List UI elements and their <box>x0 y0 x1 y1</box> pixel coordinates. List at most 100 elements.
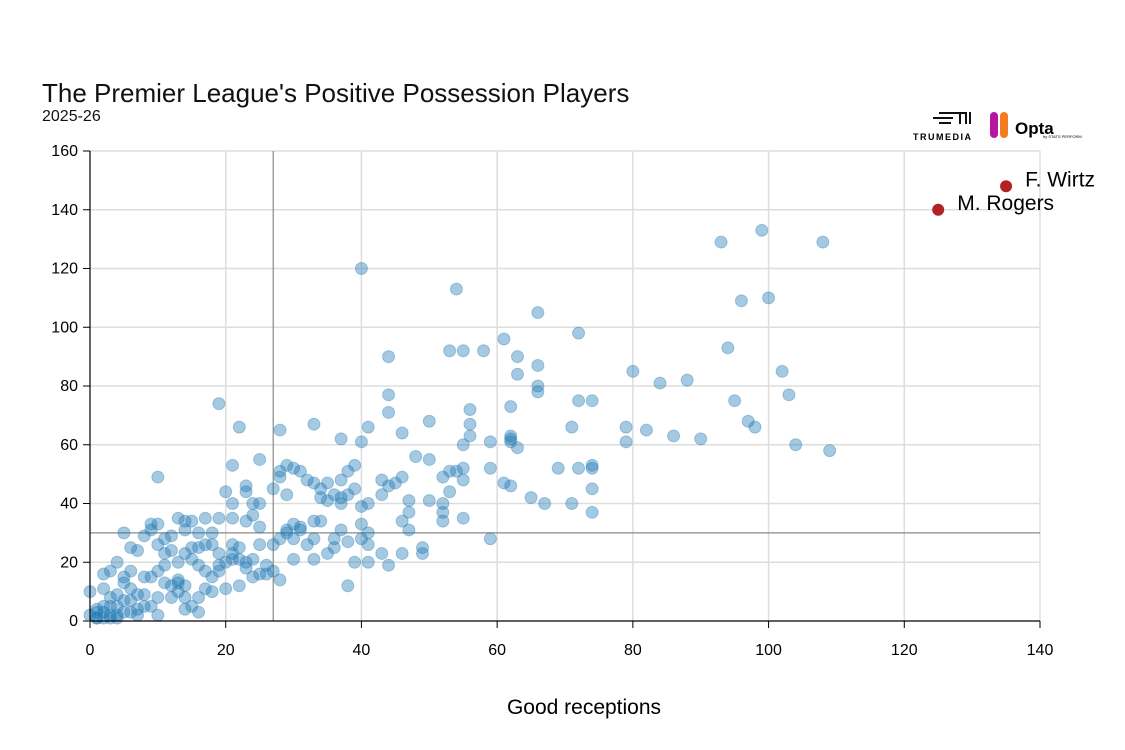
data-point <box>449 282 463 296</box>
data-point <box>395 514 409 528</box>
data-point <box>531 385 545 399</box>
data-point <box>117 593 131 607</box>
logos: TRUMEDIA Opta by STATS PERFORM <box>905 108 1105 148</box>
data-point <box>361 538 375 552</box>
opta-logo-subtext: by STATS PERFORM <box>1043 134 1082 139</box>
data-point <box>334 491 348 505</box>
data-point <box>483 461 497 475</box>
data-point <box>443 344 457 358</box>
data-point <box>198 582 212 596</box>
data-point <box>504 479 518 493</box>
data-point <box>382 350 396 364</box>
data-point <box>239 555 253 569</box>
data-point <box>212 564 226 578</box>
data-point <box>307 476 321 490</box>
data-point <box>239 479 253 493</box>
data-point <box>388 476 402 490</box>
data-point <box>341 579 355 593</box>
data-point <box>361 420 375 434</box>
data-point <box>158 546 172 560</box>
data-point <box>164 544 178 557</box>
data-point <box>212 546 226 560</box>
data-point <box>144 523 158 537</box>
data-point <box>266 538 280 552</box>
data-point <box>103 564 117 578</box>
data-point <box>680 373 694 387</box>
data-point <box>219 582 233 596</box>
data-point <box>246 570 260 584</box>
data-point <box>219 485 233 499</box>
data-point <box>348 482 362 496</box>
opta-logo: Opta by STATS PERFORM <box>990 112 1082 139</box>
data-point <box>117 526 131 540</box>
data-point <box>422 494 436 508</box>
data-point <box>144 570 158 584</box>
data-point <box>178 591 192 604</box>
data-point <box>212 397 226 411</box>
data-point <box>287 552 301 566</box>
data-point <box>497 476 511 490</box>
y-tick-label: 80 <box>60 378 78 395</box>
data-point <box>327 541 341 555</box>
data-point <box>375 473 389 487</box>
data-point <box>192 558 206 572</box>
y-tick-label: 140 <box>51 202 78 219</box>
data-point <box>456 438 470 452</box>
data-point <box>416 541 429 555</box>
data-point <box>232 579 246 593</box>
data-point <box>572 394 586 408</box>
data-point <box>137 599 151 613</box>
data-point <box>416 546 429 560</box>
data-point <box>354 532 368 546</box>
data-point <box>124 593 138 607</box>
data-point <box>280 526 294 540</box>
data-point <box>775 364 789 378</box>
data-point <box>226 552 239 566</box>
data-point <box>226 538 239 552</box>
data-point <box>361 497 375 510</box>
data-point <box>280 458 294 472</box>
data-point <box>382 558 396 572</box>
data-point <box>259 558 273 572</box>
data-point <box>246 552 260 566</box>
data-point <box>124 605 138 619</box>
data-point <box>823 444 837 458</box>
data-point <box>266 564 280 578</box>
chart-title: The Premier League's Positive Possession… <box>42 78 630 108</box>
data-point <box>585 482 599 496</box>
data-point <box>239 561 253 575</box>
data-point <box>110 599 124 613</box>
data-point <box>314 482 328 496</box>
data-point <box>293 464 307 478</box>
data-point <box>565 497 579 510</box>
x-tick-label: 40 <box>353 642 371 659</box>
data-point <box>110 588 124 602</box>
data-point <box>273 423 287 437</box>
data-point <box>327 532 341 546</box>
y-tick-label: 100 <box>51 319 78 336</box>
data-point <box>748 420 762 434</box>
data-point <box>205 538 219 552</box>
data-point <box>171 511 185 525</box>
data-point <box>443 485 457 499</box>
data-point <box>436 505 450 519</box>
data-point <box>307 532 321 546</box>
data-point <box>300 473 314 487</box>
data-point <box>585 461 599 475</box>
data-point <box>226 546 239 560</box>
data-point <box>178 514 192 528</box>
trumedia-logo: TRUMEDIA Opta by STATS PERFORM <box>913 112 1082 142</box>
data-point <box>171 573 185 587</box>
data-point <box>436 514 450 528</box>
data-point <box>816 235 830 249</box>
data-point <box>171 576 185 590</box>
data-point <box>226 458 239 472</box>
data-point <box>232 420 246 434</box>
data-point <box>205 585 219 599</box>
data-point <box>185 514 199 528</box>
data-point <box>226 511 239 525</box>
data-point <box>178 546 192 560</box>
data-point <box>585 394 599 408</box>
data-point <box>538 497 552 510</box>
data-point <box>572 326 586 340</box>
